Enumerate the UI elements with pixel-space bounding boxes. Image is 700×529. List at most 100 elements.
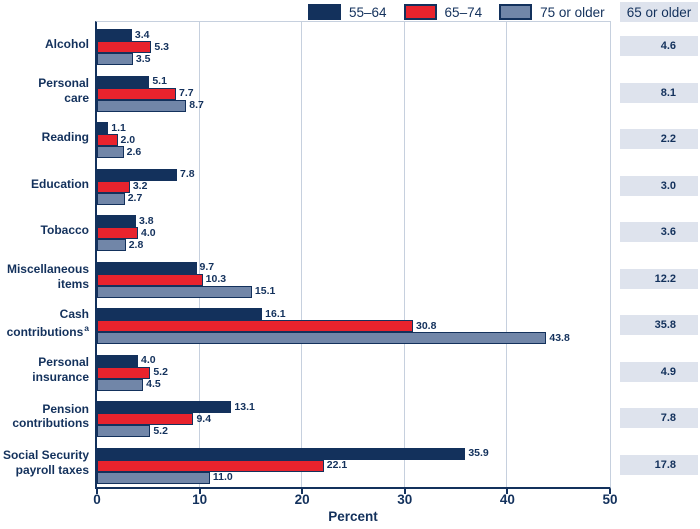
bar-value-label: 16.1 <box>265 307 286 320</box>
category-label-line: Education <box>30 176 89 191</box>
x-tick-mark <box>96 489 98 494</box>
right-column-header: 65 or older <box>620 2 698 22</box>
bar-value-label: 5.2 <box>153 424 168 437</box>
bar <box>97 261 197 274</box>
bar <box>97 168 178 181</box>
bar-row: 4.5 <box>97 378 610 391</box>
bar-value-label: 4.5 <box>146 378 161 391</box>
bar-row: 35.9 <box>97 447 610 460</box>
bar-row: 30.8 <box>97 320 610 333</box>
category-label-line: Alcohol <box>45 37 89 51</box>
x-tick-mark <box>198 489 201 494</box>
legend-swatch <box>403 4 437 20</box>
bar-value-label: 35.9 <box>468 447 489 460</box>
category-label-line: payroll taxes <box>15 462 89 477</box>
category-label: Cash contributionsa <box>0 300 92 347</box>
bar-value-label: 3.4 <box>134 28 150 41</box>
legend-item: 55–64 <box>308 4 387 20</box>
bar-value-label: 4.0 <box>141 354 156 367</box>
category-label-line: insurance <box>32 369 89 384</box>
right-column-value: 3.6 <box>620 222 698 243</box>
bar <box>97 332 547 345</box>
right-column-value: 35.8 <box>620 315 698 336</box>
bar-row: 22.1 <box>97 459 610 472</box>
bar-value-label: 9.7 <box>199 261 215 274</box>
bar-group: 13.1 9.4 5.2 <box>97 394 610 441</box>
bar-value-label: 43.8 <box>549 331 570 344</box>
bar <box>97 401 232 414</box>
legend-item-label: 55–64 <box>349 4 387 20</box>
right-column-value: 3.0 <box>620 175 698 196</box>
bar <box>97 413 194 426</box>
bar-row: 2.0 <box>97 134 610 147</box>
category-label-line: Social Security <box>2 448 89 463</box>
bar-value-label: 22.1 <box>326 459 348 472</box>
bar <box>97 53 133 66</box>
bar-row: 2.7 <box>97 192 610 205</box>
bar-row: 8.7 <box>97 99 610 112</box>
bar-row: 9.4 <box>97 413 610 426</box>
bar-value-label: 13.1 <box>234 400 255 413</box>
bar-value-label: 2.7 <box>127 192 143 205</box>
legend-item: 75 or older <box>499 4 605 20</box>
bar-row: 3.2 <box>97 180 610 193</box>
category-label-line: Reading <box>41 130 89 144</box>
bar-row: 3.8 <box>97 214 610 228</box>
category-label-line: Pension <box>42 401 89 416</box>
bar-value-label: 10.3 <box>205 273 227 286</box>
bar-row: 13.1 <box>97 400 610 414</box>
bar-row: 4.0 <box>97 354 610 367</box>
bar <box>97 215 136 228</box>
category-label: Pension contributions <box>0 393 92 440</box>
bar-group: 3.8 4.0 2.8 <box>97 208 610 255</box>
bar-group: 35.9 22.1 11.0 <box>97 441 610 488</box>
bar <box>97 41 152 54</box>
category-label-line: Tobacco <box>40 223 89 237</box>
category-label-line: Cash <box>59 306 89 321</box>
category-label-line: Personal <box>38 76 89 91</box>
x-tick-label: 10 <box>192 492 208 507</box>
bar-value-label: 7.7 <box>179 87 194 100</box>
legend-item-label: 75 or older <box>540 4 605 20</box>
x-tick-label: 30 <box>397 492 413 507</box>
bar-value-label: 11.0 <box>212 471 233 484</box>
bar-row: 11.0 <box>97 471 610 484</box>
bar-value-label: 7.8 <box>180 168 195 181</box>
bar-value-label: 3.5 <box>135 52 151 65</box>
bar <box>97 122 109 135</box>
x-tick-label: 50 <box>602 492 618 507</box>
right-column-value: 7.8 <box>620 408 698 429</box>
right-column-value: 17.8 <box>620 454 698 475</box>
bar-row: 5.3 <box>97 41 610 54</box>
bar-value-label: 3.8 <box>138 214 154 227</box>
bar-value-label: 2.6 <box>126 145 142 158</box>
bar <box>97 308 263 321</box>
bar-value-label: 2.8 <box>128 238 144 251</box>
bar-row: 10.3 <box>97 273 610 286</box>
x-axis-title: Percent <box>328 509 378 524</box>
x-tick-label: 20 <box>294 492 310 507</box>
category-label: Alcohol <box>0 21 92 68</box>
bar <box>97 354 139 367</box>
bar <box>97 459 324 472</box>
bar-row: 4.0 <box>97 227 610 240</box>
bar-row: 5.1 <box>97 75 610 88</box>
category-label-line: Miscellaneous <box>6 262 89 277</box>
x-tick-mark <box>301 489 304 494</box>
bar <box>97 99 187 112</box>
legend-swatch <box>499 4 533 20</box>
bar-row: 5.2 <box>97 424 610 438</box>
bar-value-label: 1.1 <box>111 121 126 134</box>
bar-value-label: 5.1 <box>152 75 167 88</box>
category-label-line: contributions <box>12 416 89 431</box>
bar-row: 7.8 <box>97 168 610 181</box>
bar-group: 9.7 10.3 15.1 <box>97 255 610 302</box>
legend: 55–64 65–74 75 or older <box>308 3 605 21</box>
x-tick-mark <box>609 489 611 494</box>
bar <box>97 134 118 147</box>
bar <box>97 273 203 286</box>
category-label: Tobacco <box>0 207 92 254</box>
category-label: Reading <box>0 114 92 161</box>
bar <box>97 75 150 88</box>
